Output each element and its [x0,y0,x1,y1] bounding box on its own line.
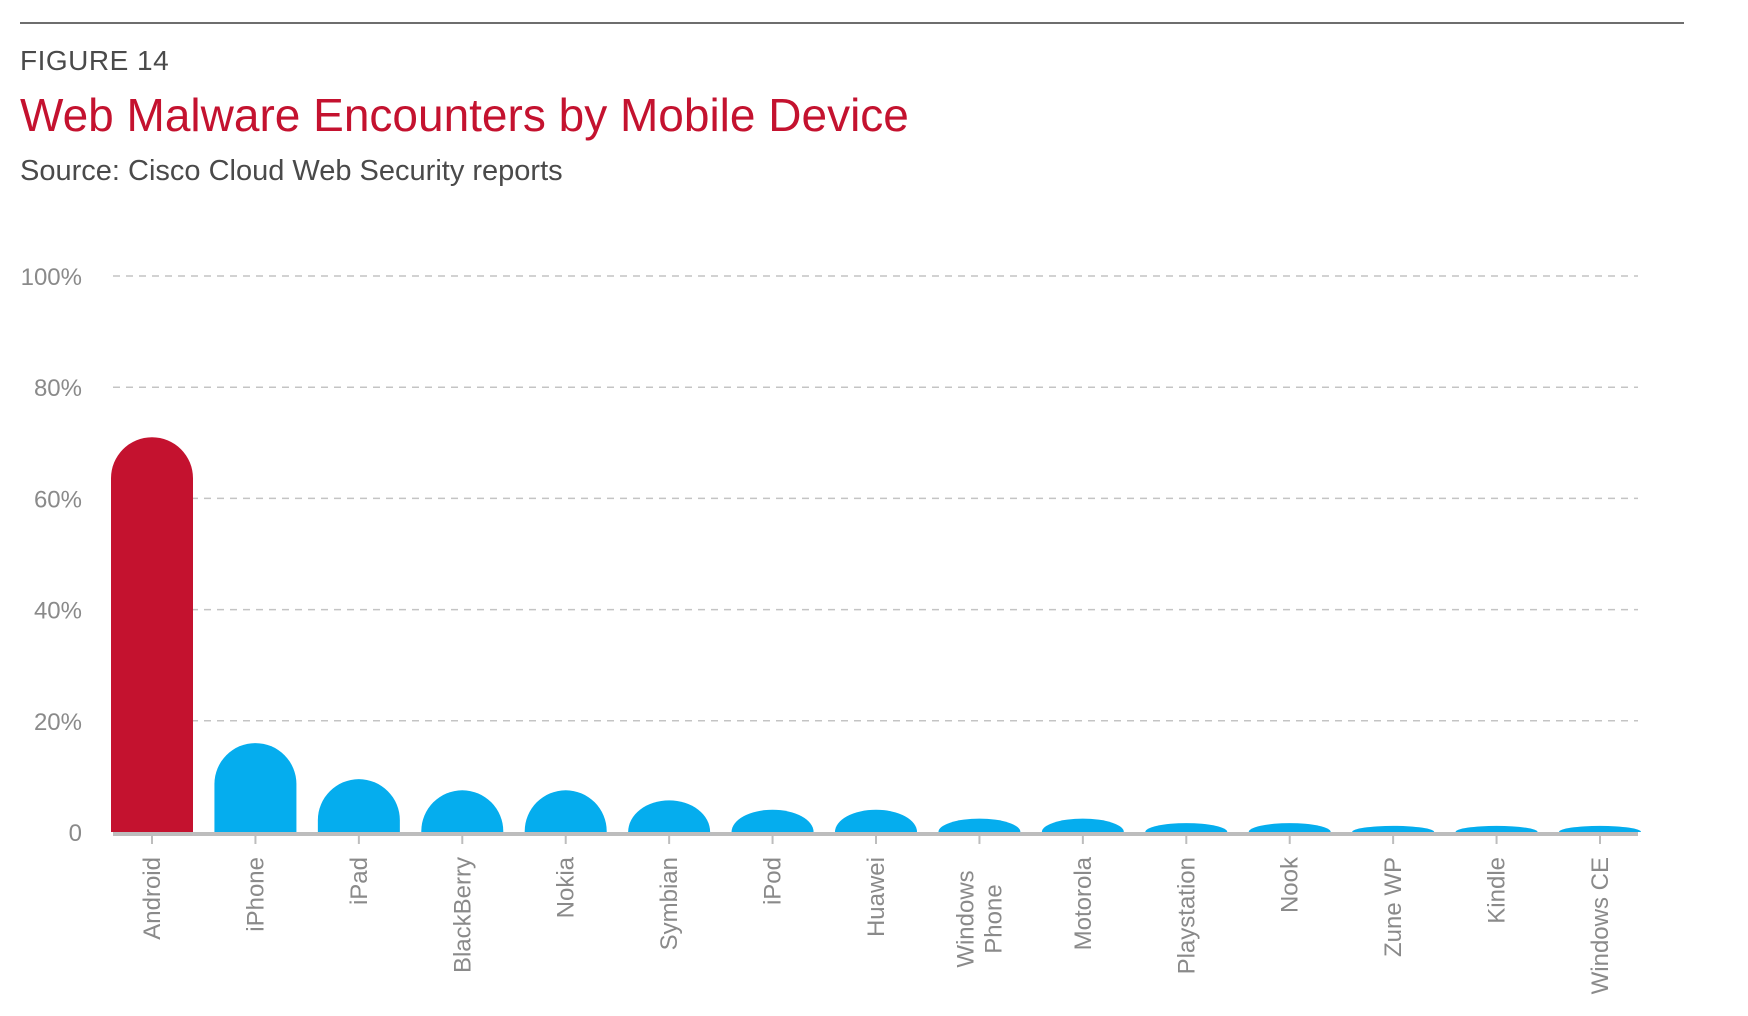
bar [1559,825,1641,832]
x-category-label: iPhone [242,857,269,932]
x-category-label: Symbian [656,857,683,950]
x-category-label: Playstation [1173,857,1200,974]
x-category-label: Windows CE [1587,857,1614,994]
x-category-label: Nokia [553,856,580,918]
bar [1455,825,1538,832]
bar [835,809,917,832]
y-tick-label: 40% [34,598,82,625]
bar [524,790,607,832]
y-tick-label: 20% [34,709,82,736]
chart-source: Source: Cisco Cloud Web Security reports [20,155,563,187]
bar [317,779,400,832]
x-category-label: Huawei [863,857,890,937]
figure-label: FIGURE 14 [20,45,170,76]
bar [1145,823,1228,832]
bar [628,800,711,832]
x-category-label: Nook [1277,856,1304,913]
x-category-label: iPod [760,857,787,905]
x-category-label: Android [139,857,166,940]
bar [1248,823,1331,832]
bar [1352,825,1435,832]
top-rule [20,22,1684,24]
bar [214,743,297,832]
x-category-label: Zune WP [1380,857,1407,957]
bar [731,809,814,832]
bar [421,790,504,832]
y-tick-label: 0 [69,820,82,847]
bar [1041,818,1124,832]
x-category-label: Motorola [1070,856,1097,950]
x-category-label: iPad [346,857,373,905]
x-category-label: Kindle [1484,857,1511,924]
bar [938,818,1021,832]
y-tick-label: 80% [34,375,82,402]
y-tick-label: 60% [34,486,82,513]
chart-title: Web Malware Encounters by Mobile Device [20,89,909,141]
bar [111,437,193,832]
x-category-label: BlackBerry [449,857,476,973]
y-tick-label: 100% [21,264,82,291]
x-category-label: WindowsPhone [952,870,1007,967]
